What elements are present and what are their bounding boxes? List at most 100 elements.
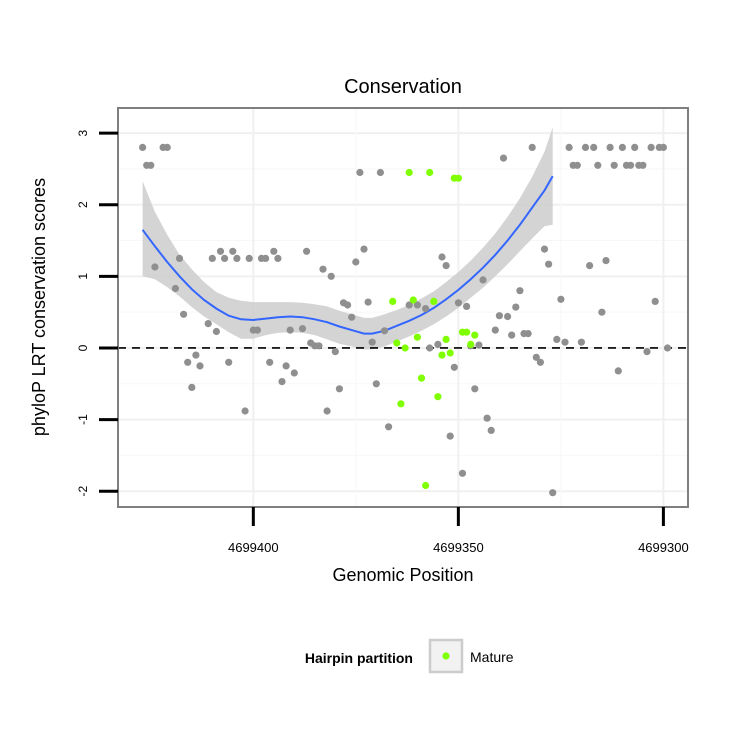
point-other-40: [323, 407, 331, 415]
point-other-80: [516, 287, 524, 295]
chart-title: Conservation: [344, 76, 462, 98]
point-other-22: [245, 254, 253, 262]
point-other-96: [581, 143, 590, 151]
point-other-92: [565, 143, 573, 151]
point-other-90: [557, 295, 565, 303]
point-other-115: [659, 143, 668, 151]
point-other-102: [606, 143, 614, 151]
point-mature-20: [471, 331, 479, 339]
point-other-29: [274, 254, 282, 262]
point-other-32: [286, 326, 294, 334]
point-other-84: [532, 353, 540, 361]
point-other-63: [446, 432, 454, 440]
point-other-55: [385, 423, 393, 431]
x-axis-label: Genomic Position: [332, 565, 473, 585]
point-other-91: [561, 338, 569, 346]
point-other-31: [282, 362, 290, 370]
point-other-94: [573, 161, 581, 169]
point-other-27: [266, 358, 274, 366]
points-mature: [389, 168, 479, 490]
point-mature-12: [438, 351, 446, 359]
loess-fit-line: [141, 175, 554, 335]
point-other-65: [454, 299, 462, 307]
point-other-103: [610, 161, 618, 169]
point-other-73: [487, 426, 495, 434]
point-other-105: [618, 143, 627, 151]
point-other-54: [380, 327, 389, 335]
y-axis-label: phyloP LRT conservation scores: [29, 178, 49, 436]
point-other-46: [348, 313, 356, 321]
point-other-30: [278, 378, 286, 386]
point-other-104: [614, 367, 622, 375]
point-mature-14: [446, 349, 454, 357]
point-other-98: [590, 143, 598, 151]
point-mature-6: [413, 333, 421, 341]
point-mature-7: [417, 374, 426, 382]
point-other-89: [553, 335, 561, 343]
point-other-66: [458, 469, 467, 477]
point-other-0: [139, 143, 147, 151]
point-other-28: [270, 247, 278, 255]
point-other-58: [422, 305, 430, 313]
point-mature-16: [454, 174, 462, 182]
point-other-56: [405, 301, 413, 309]
x-tick-label-1: 4699350: [433, 540, 484, 555]
legend-entry-mature: Mature: [470, 649, 514, 665]
point-other-5: [163, 143, 171, 151]
point-other-18: [225, 358, 233, 366]
point-other-67: [463, 302, 471, 310]
point-other-45: [344, 301, 352, 309]
point-other-13: [204, 320, 212, 328]
y-axis: -2 -1 0 1 2 3: [76, 129, 118, 497]
point-other-3: [151, 263, 159, 271]
y-tick-label-5: 3: [76, 129, 90, 136]
point-other-95: [577, 338, 586, 346]
point-mature-18: [463, 328, 471, 336]
point-other-2: [147, 161, 155, 169]
point-other-47: [352, 258, 360, 266]
plot-panel: [117, 107, 689, 508]
point-other-99: [594, 161, 602, 169]
point-other-41: [327, 272, 335, 280]
point-other-70: [475, 341, 483, 349]
point-other-83: [528, 143, 536, 151]
y-tick-label-0: -2: [76, 486, 90, 497]
point-other-7: [175, 254, 184, 262]
point-other-60: [434, 340, 442, 348]
point-mature-5: [409, 296, 417, 304]
point-other-48: [356, 168, 364, 177]
point-other-12: [196, 362, 204, 370]
y-tick-label-4: 2: [76, 201, 90, 208]
point-other-101: [602, 257, 610, 265]
point-other-15: [212, 327, 220, 336]
point-mature-3: [401, 344, 409, 352]
point-other-88: [549, 489, 557, 497]
point-other-82: [524, 330, 532, 338]
x-axis: 4699400 4699350 4699300: [228, 507, 689, 555]
point-mature-1: [393, 339, 401, 347]
point-mature-11: [434, 393, 442, 401]
point-other-110: [639, 161, 647, 169]
point-other-8: [180, 310, 188, 318]
y-tick-label-2: 0: [76, 344, 90, 351]
legend-title: Hairpin partition: [305, 650, 413, 666]
point-mature-19: [467, 340, 475, 348]
point-mature-8: [422, 481, 430, 490]
y-tick-label-1: -1: [76, 414, 90, 425]
point-other-111: [643, 348, 651, 356]
point-other-6: [171, 284, 179, 293]
point-other-113: [651, 297, 659, 305]
panel-border: [117, 107, 689, 508]
x-tick-label-2: 4699300: [638, 540, 689, 555]
point-other-69: [471, 385, 479, 393]
point-other-49: [360, 245, 368, 253]
point-other-34: [298, 325, 307, 333]
point-other-107: [627, 161, 635, 169]
point-other-78: [508, 331, 516, 339]
points-other: [139, 143, 672, 497]
y-tick-label-3: 1: [76, 273, 90, 280]
point-other-76: [499, 154, 508, 162]
confidence-ribbon: [142, 127, 553, 350]
point-other-19: [229, 247, 237, 255]
